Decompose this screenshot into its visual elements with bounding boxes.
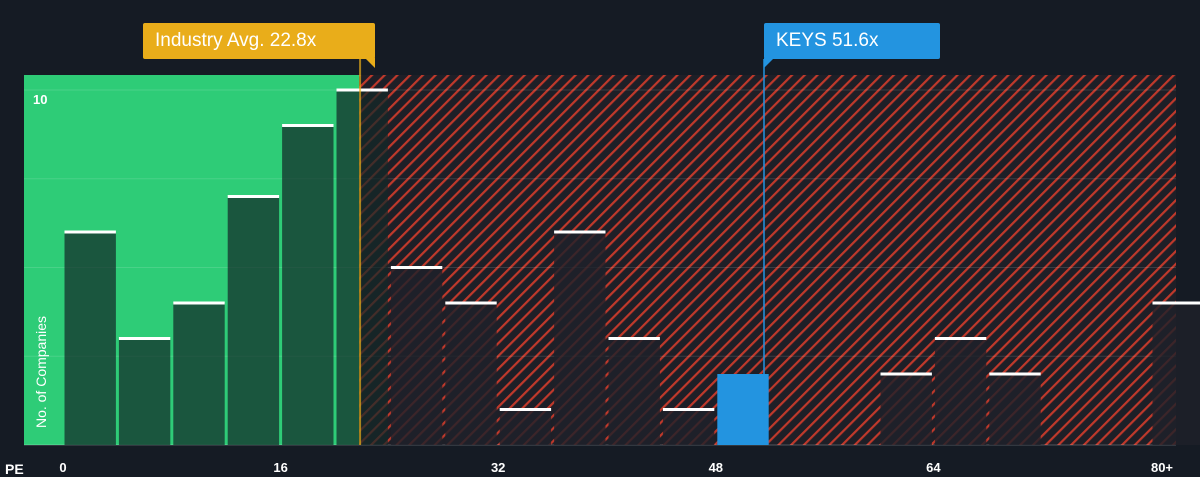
bar-pe-36 [554,232,605,445]
y-axis-title-text: No. of Companies [33,316,49,428]
industry-callout-pointer [365,58,375,68]
bar-cap-pe-44 [663,408,714,411]
bar-pe-20 [337,90,388,445]
bar-cap-pe-20 [337,89,388,92]
bar-pe-12 [228,197,279,446]
company-pe-label: KEYS 51.6x [776,30,878,51]
industry-average-label: Industry Avg. 22.8x [155,30,316,51]
bar-pe-64 [935,339,986,446]
bar-pe-48 [717,374,768,445]
bar-pe-24 [391,268,442,446]
bar-pe-0 [65,232,116,445]
x-tick-label-1: 16 [273,460,287,475]
bar-cap-pe-28 [445,302,496,305]
bar-cap-pe-60 [881,373,932,376]
bar-cap-pe-16 [282,124,333,127]
x-tick-label-2: 32 [491,460,505,475]
bar-pe-4 [119,339,170,446]
bar-cap-pe-0 [65,231,116,234]
x-axis-unit-label: PE [5,461,24,477]
bar-cap-pe-8 [173,302,224,305]
bar-cap-pe-12 [228,195,279,198]
bar-pe-32 [500,410,551,446]
bar-pe-68 [989,374,1040,445]
bar-pe-40 [609,339,660,446]
x-tick-label-0: 0 [59,460,66,475]
company-pe-callout: KEYS 51.6x [764,23,940,59]
x-tick-label-4: 64 [926,460,941,475]
x-tick-label-3: 48 [709,460,723,475]
bar-cap-pe-36 [554,231,605,234]
bar-pe-8 [173,303,224,445]
bar-cap-pe-64 [935,337,986,340]
bar-pe-80 [1153,303,1200,445]
bar-pe-60 [881,374,932,445]
bar-pe-16 [282,126,333,446]
bar-cap-pe-4 [119,337,170,340]
bar-cap-pe-80 [1153,302,1200,305]
bar-pe-44 [663,410,714,446]
company-callout-pointer [764,58,774,68]
bar-cap-pe-40 [609,337,660,340]
bar-cap-pe-68 [989,373,1040,376]
bar-cap-pe-24 [391,266,442,269]
bar-cap-pe-32 [500,408,551,411]
x-tick-label-5: 80+ [1151,460,1173,475]
industry-average-callout: Industry Avg. 22.8x [143,23,375,59]
y-tick-label-10: 10 [33,92,47,107]
bar-pe-28 [445,303,496,445]
